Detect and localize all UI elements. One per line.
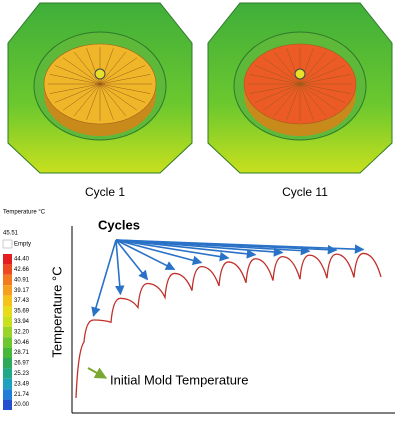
mold-rib [273,83,301,117]
mold-rib [299,83,351,94]
mold-rib [63,83,101,111]
mold-rib [299,57,337,85]
legend-swatch [3,285,12,296]
mold-gate [294,68,306,80]
mold-rib [49,83,101,94]
legend-label: 28.71 [14,350,30,356]
cycle-arrow [115,239,365,254]
mold-rib [263,57,301,85]
cycles-label: Cycles [98,217,140,232]
legend-swatch [3,368,12,379]
legend-label: 23.49 [14,381,30,387]
legend-label: 32.20 [14,329,30,335]
legend-label: 39.17 [14,288,30,294]
mold-rib [73,83,101,117]
mold-rib [263,83,301,111]
temperature-curve [75,252,382,399]
legend-swatch [3,358,12,369]
mold-rib [99,83,137,111]
cycle-arrow [115,239,203,266]
legend-label: 25.23 [14,371,30,377]
mold-rib [63,57,101,85]
mold-rib [99,51,127,85]
mold-gate [94,68,106,80]
legend-title: Temperature °C [3,210,46,216]
legend-label: 20.00 [14,402,30,408]
mold-rib [254,65,301,85]
mold-rib [273,51,301,85]
mold-rib [99,83,146,103]
legend-swatch [3,347,12,358]
mold-rib [299,83,346,103]
cycle-arrow [115,239,176,271]
mold-rib [49,74,101,85]
mold-rib [73,51,101,85]
initial-arrow [87,367,108,379]
legend-swatch [3,316,12,327]
mold-rib [299,74,351,85]
mold-rib [54,83,101,103]
mold-rib [99,74,151,85]
caption: Cycle 1 [85,185,125,199]
legend-label: 35.69 [14,309,30,315]
cycle-arrow [114,239,125,296]
legend-max: 45.51 [3,231,19,237]
y-axis-label: Temperature °C [49,266,64,357]
legend-swatch [3,337,12,348]
legend-label: 42.66 [14,267,30,273]
legend-label: 21.74 [14,392,30,398]
cycle-arrow [115,239,230,262]
initial-label: Initial Mold Temperature [110,372,249,387]
legend-label: 37.43 [14,298,30,304]
mold-rib [299,83,337,111]
mold-rib [254,83,301,103]
mold-rib [249,74,301,85]
mold-rib [54,65,101,85]
mold-rib [86,83,101,120]
legend-swatch [3,264,12,275]
legend-empty-swatch [2,239,13,249]
mold-rib [299,65,346,85]
legend-label: 33.94 [14,319,30,325]
mold-rib [99,83,151,94]
legend-swatch [3,306,12,317]
legend-swatch [3,378,12,390]
legend-swatch [3,254,12,265]
legend-label: 26.97 [14,361,30,367]
legend-label: 44.40 [14,257,30,263]
cycle-arrow [91,239,117,317]
mold-rib [249,83,301,94]
mold-rib [99,65,146,85]
legend-swatch [3,274,12,286]
legend-empty: Empty [14,242,31,248]
mold-rib [299,83,314,120]
mold-rib [299,83,327,117]
legend-swatch [3,389,12,400]
mold-rib [99,83,127,117]
legend-label: 30.46 [14,340,30,346]
legend-swatch [3,399,12,410]
mold-rib [299,51,327,85]
caption: Cycle 11 [282,185,328,199]
mold-rib [286,83,301,120]
mold-rib [99,57,137,85]
legend-swatch [3,295,12,306]
legend-label: 40.91 [14,277,30,283]
cycle-arrow [115,239,149,281]
legend-swatch [3,326,12,338]
mold-rib [99,83,114,120]
